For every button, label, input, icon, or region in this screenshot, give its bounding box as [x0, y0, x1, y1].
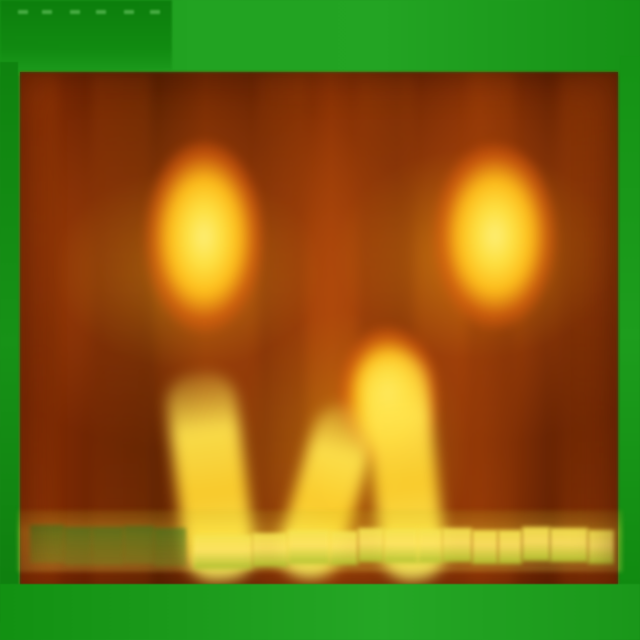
strip-segment	[358, 528, 384, 562]
strip-segment	[252, 533, 288, 567]
top-panel-mark	[18, 10, 28, 14]
strip-segment	[498, 530, 522, 564]
strip-segment	[124, 526, 154, 564]
top-panel-mark	[124, 10, 134, 14]
strip-segment	[154, 528, 186, 566]
strip-segment	[194, 535, 252, 569]
left-upper-glow	[145, 142, 263, 332]
strip-segment	[442, 528, 472, 562]
strip-segment	[64, 527, 92, 565]
top-panel-mark	[70, 10, 80, 14]
blurred-image-area	[20, 72, 618, 592]
top-panel-mark	[42, 10, 52, 14]
strip-segment	[288, 530, 330, 564]
top-panel-mark	[150, 10, 160, 14]
strip-segment	[588, 530, 614, 564]
bottom-green-bar	[0, 584, 640, 640]
strip-segment	[30, 525, 64, 563]
strip-segment	[418, 529, 442, 563]
strip-segment	[330, 531, 358, 565]
strip-segment	[522, 527, 550, 561]
strip-segment	[92, 527, 124, 565]
left-green-rail	[0, 62, 18, 622]
right-upper-glow	[434, 144, 556, 328]
strip-segment	[472, 530, 498, 564]
vertical-streak	[20, 72, 58, 592]
top-panel-mark	[96, 10, 106, 14]
vertical-streak	[560, 72, 618, 592]
strip-segment	[550, 528, 588, 562]
top-left-panel	[0, 0, 172, 70]
strip-segment	[384, 529, 418, 563]
right-green-rail	[620, 56, 640, 616]
vertical-streak	[92, 72, 152, 592]
